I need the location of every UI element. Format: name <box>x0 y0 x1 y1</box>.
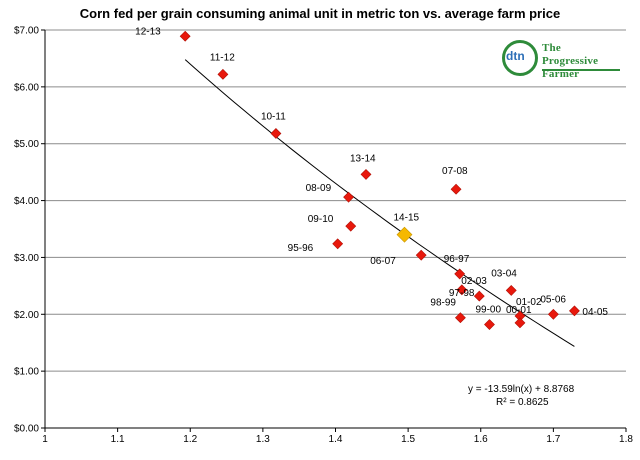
data-point-06-07 <box>415 249 427 261</box>
data-point-label-11-12: 11-12 <box>210 52 235 63</box>
x-tick-label-2: 1.2 <box>183 434 197 445</box>
x-tick-label-8: 1.8 <box>619 434 633 445</box>
data-point-13-14 <box>360 168 372 180</box>
data-points <box>179 30 580 330</box>
data-point-label-06-07: 06-07 <box>370 256 396 267</box>
data-point-label-02-03: 02-03 <box>461 276 487 287</box>
x-tick-label-4: 1.4 <box>329 434 343 445</box>
data-point-07-08 <box>450 183 462 195</box>
data-point-label-13-14: 13-14 <box>350 153 376 164</box>
trendline-equation: y = -13.59ln(x) + 8.8768 <box>468 384 575 395</box>
data-point-label-14-15: 14-15 <box>393 213 419 224</box>
data-point-label-12-13: 12-13 <box>135 26 161 37</box>
data-point-95-96 <box>332 238 344 250</box>
data-point-label-07-08: 07-08 <box>442 166 468 177</box>
data-point-11-12 <box>217 68 229 80</box>
y-tick-label-6: $6.00 <box>14 82 39 93</box>
x-tick-label-6: 1.6 <box>474 434 488 445</box>
y-tick-label-7: $7.00 <box>14 26 39 37</box>
dtn-progressive-farmer-logo: dtn The Progressive Farmer <box>502 38 620 80</box>
y-tick-label-2: $2.00 <box>14 310 39 321</box>
data-point-98-99 <box>454 312 466 324</box>
data-point-label-09-10: 09-10 <box>308 214 334 225</box>
data-point-14-15 <box>396 226 413 243</box>
data-point-label-05-06: 05-06 <box>540 294 566 305</box>
trendline <box>184 59 575 347</box>
grid-lines <box>45 29 626 429</box>
data-point-label-98-99: 98-99 <box>430 298 456 309</box>
data-point-label-01-02: 01-02 <box>516 297 542 308</box>
data-point-12-13 <box>179 30 191 42</box>
data-point-03-04 <box>505 284 517 296</box>
x-tick-label-0: 1 <box>42 434 48 445</box>
y-tick-labels: $0.00 $1.00 $2.00 $3.00 $4.00 $5.00 $6.00 $7.00 <box>14 26 39 435</box>
logo-brand: dtn <box>506 49 525 63</box>
data-point-label-95-96: 95-96 <box>288 243 314 254</box>
data-point-02-03 <box>473 290 485 302</box>
logo-text: The Progressive Farmer <box>542 42 599 80</box>
data-point-label-96-97: 96-97 <box>444 254 470 265</box>
data-point-97-98 <box>456 284 468 296</box>
data-point-05-06 <box>547 308 559 320</box>
data-point-label-03-04: 03-04 <box>491 268 517 279</box>
y-tick-label-1: $1.00 <box>14 367 39 378</box>
y-tick-label-5: $5.00 <box>14 139 39 150</box>
data-point-label-08-09: 08-09 <box>306 183 332 194</box>
x-tick-labels: 1 1.1 1.2 1.3 1.4 1.5 1.6 1.7 1.8 <box>42 434 633 445</box>
x-tick-label-3: 1.3 <box>256 434 270 445</box>
data-point-04-05 <box>569 305 580 317</box>
dtn-circle-icon <box>502 40 538 76</box>
data-point-00-01 <box>514 317 526 329</box>
data-point-96-97 <box>454 268 466 280</box>
y-tick-label-4: $4.00 <box>14 196 39 207</box>
data-point-08-09 <box>343 191 354 203</box>
x-tick-label-5: 1.5 <box>401 434 415 445</box>
chart-title: Corn fed per grain consuming animal unit… <box>79 6 561 21</box>
data-point-label-97-98: 97-98 <box>449 288 475 299</box>
trendline-r-squared: R² = 0.8625 <box>496 397 549 408</box>
data-point-09-10 <box>345 220 357 232</box>
data-point-label-99-00: 99-00 <box>475 305 501 316</box>
data-point-label-10-11: 10-11 <box>261 111 286 122</box>
data-point-99-00 <box>484 319 495 330</box>
data-point-labels: 12-13 11-12 10-11 13-14 07-08 08-09 09-10 14-15… <box>135 26 608 318</box>
x-tick-label-7: 1.7 <box>546 434 560 445</box>
data-point-label-00-01: 00-01 <box>506 305 532 316</box>
y-tick-label-3: $3.00 <box>14 253 39 264</box>
trendline-group <box>184 59 575 347</box>
x-tick-label-1: 1.1 <box>111 434 125 445</box>
logo-underline <box>542 69 620 71</box>
data-point-10-11 <box>270 128 282 139</box>
y-tick-label-0: $0.00 <box>14 424 39 435</box>
data-point-label-04-05: 04-05 <box>582 307 608 318</box>
axes <box>41 29 627 432</box>
